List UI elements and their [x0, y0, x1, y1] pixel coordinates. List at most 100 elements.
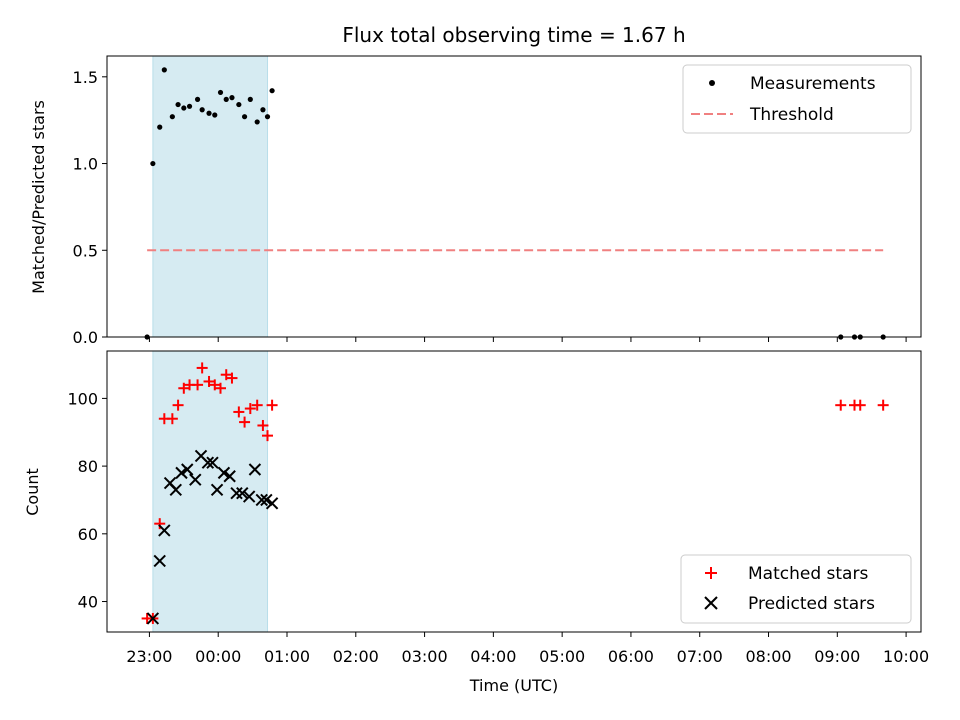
x-tick-label: 07:00 — [677, 647, 723, 666]
measurement-point — [150, 160, 156, 167]
bottom-axes-frame — [106, 350, 922, 633]
measurement-point — [206, 110, 212, 116]
matched-star-point — [266, 399, 278, 411]
predicted-star-point — [260, 493, 273, 507]
matched-star-point — [154, 518, 166, 530]
predicted-star-point — [217, 466, 231, 480]
predicted-star-point — [248, 463, 262, 476]
legend-threshold-label: Threshold — [749, 105, 834, 125]
x-tick-label: 08:00 — [745, 647, 791, 666]
x-axis-label: Time (UTC) — [469, 676, 558, 695]
top-y-ticks: 0.0 0.5 1.0 1.5 — [73, 68, 107, 347]
measurement-point — [212, 112, 218, 118]
bottom-x-ticks: 23:00 00:00 01:00 02:00 03:00 04:00 05:00 06:00… — [126, 632, 929, 666]
predicted-star-point — [210, 483, 224, 497]
measurement-point — [186, 103, 193, 109]
x-tick-label: 05:00 — [539, 647, 585, 666]
measurement-point — [260, 107, 266, 113]
matched-star-point — [877, 399, 889, 411]
top-axes-frame — [106, 55, 922, 338]
predicted-star-point — [236, 486, 249, 500]
bottom-axes: 40 60 80 100 23:00 00:00 01:00 02:00 03:00 04:00… — [23, 350, 929, 695]
predicted-star-point — [242, 490, 256, 503]
measurement-point — [229, 95, 235, 101]
y-tick-label: 1.0 — [73, 155, 98, 174]
legend-predicted-marker — [704, 596, 718, 610]
measurement-point — [247, 96, 253, 102]
measurement-point — [194, 96, 201, 102]
predicted-star-point — [206, 456, 219, 469]
measurement-point — [157, 124, 163, 130]
top-legend-box — [682, 64, 912, 134]
matched-star-point — [835, 399, 847, 411]
bottom-y-ticks: 40 60 80 100 — [67, 389, 107, 612]
y-tick-label: 60 — [78, 525, 98, 544]
predicted-star-point — [153, 554, 166, 568]
bottom-legend: Matched stars Predicted stars — [680, 554, 912, 624]
predicted-star-point — [265, 497, 279, 510]
chart-title: Flux total observing time = 1.67 h — [342, 23, 685, 47]
x-tick-label: 00:00 — [195, 647, 241, 666]
x-tick-label: 09:00 — [814, 647, 860, 666]
legend-predicted-label: Predicted stars — [748, 594, 875, 614]
measurement-point — [199, 107, 205, 113]
matched-star-point — [251, 399, 263, 411]
predicted-star-point — [201, 456, 215, 469]
legend-measurements-marker — [709, 80, 715, 86]
predicted-star-point — [181, 463, 194, 476]
y-tick-label: 100 — [67, 389, 98, 408]
matched-star-point — [257, 419, 269, 431]
measurement-point — [181, 105, 187, 111]
measurement-point — [236, 101, 242, 108]
x-tick-label: 04:00 — [470, 647, 516, 666]
measurement-point — [241, 114, 248, 120]
predicted-star-point — [189, 473, 202, 486]
predicted-star-point — [146, 612, 160, 625]
top-x-ticks — [148, 337, 907, 342]
matched-star-point — [172, 399, 184, 411]
predicted-stars-series — [146, 449, 279, 625]
matched-star-point — [192, 379, 204, 391]
predicted-star-point — [158, 524, 171, 537]
x-tick-label: 02:00 — [333, 647, 379, 666]
y-tick-label: 1.5 — [73, 68, 98, 87]
measurement-point — [169, 114, 175, 120]
y-tick-label: 40 — [78, 593, 98, 612]
x-tick-label: 01:00 — [264, 647, 310, 666]
y-tick-label: 0.5 — [73, 241, 98, 260]
predicted-star-point — [255, 493, 268, 507]
top-shaded-interval — [152, 55, 269, 338]
matched-stars-series — [141, 362, 889, 624]
top-legend: Measurements Threshold — [682, 64, 912, 134]
bottom-y-axis-label: Count — [23, 468, 42, 516]
measurement-point — [269, 88, 275, 94]
x-tick-label: 03:00 — [402, 647, 448, 666]
matched-star-point — [209, 379, 221, 391]
matched-star-point — [239, 416, 251, 428]
measurement-point — [175, 101, 181, 108]
top-y-axis-label: Matched/Predicted stars — [29, 100, 48, 294]
measurement-point — [217, 89, 224, 96]
matched-star-point — [196, 362, 208, 374]
matched-star-point — [203, 375, 215, 387]
matched-star-point — [215, 382, 227, 394]
matched-star-point — [262, 430, 274, 442]
matched-star-point — [226, 372, 238, 384]
predicted-star-point — [230, 486, 243, 500]
measurement-point — [161, 67, 167, 73]
legend-matched-marker — [705, 567, 717, 579]
matched-star-point — [854, 399, 866, 411]
bottom-legend-box — [680, 554, 912, 624]
matched-star-point — [166, 413, 178, 425]
matched-star-point — [220, 369, 232, 381]
y-tick-label: 0.0 — [73, 328, 98, 347]
x-tick-label: 06:00 — [608, 647, 654, 666]
bottom-shaded-interval — [152, 350, 269, 633]
measurement-point — [254, 119, 260, 125]
x-tick-label: 10:00 — [883, 647, 929, 666]
measurement-point — [264, 114, 271, 120]
predicted-star-point — [223, 470, 236, 483]
top-axes: 0.0 0.5 1.0 1.5 Flux total observing time =… — [29, 23, 922, 347]
y-tick-label: 80 — [78, 457, 98, 476]
